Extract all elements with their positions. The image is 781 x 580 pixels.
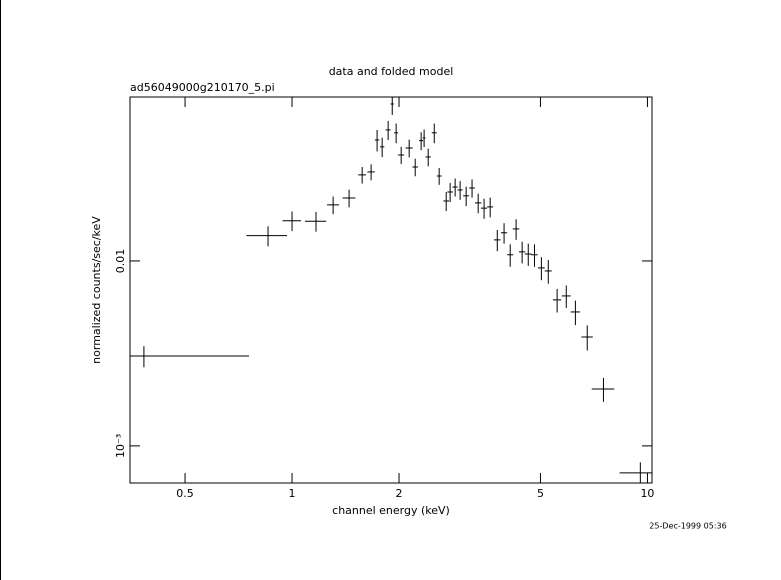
data-point xyxy=(394,123,399,144)
data-layer xyxy=(130,97,652,483)
data-point xyxy=(537,257,545,281)
data-point xyxy=(619,462,652,483)
data-point xyxy=(422,129,426,148)
data-point xyxy=(507,244,514,267)
data-point xyxy=(367,164,375,181)
data-point xyxy=(474,193,482,214)
data-point xyxy=(419,132,424,151)
data-point xyxy=(436,168,442,185)
data-point xyxy=(480,198,488,219)
data-point xyxy=(447,182,453,203)
x-axis-label: channel energy (keV) xyxy=(332,504,450,517)
data-point xyxy=(327,196,339,215)
data-point xyxy=(570,300,580,326)
data-point xyxy=(412,158,418,177)
data-point xyxy=(305,211,327,232)
data-point xyxy=(246,226,288,247)
data-point xyxy=(452,178,458,197)
data-point xyxy=(443,191,450,212)
x-tick-label: 1 xyxy=(289,487,296,500)
data-point xyxy=(561,285,571,308)
data-point xyxy=(390,97,394,115)
data-point xyxy=(379,137,385,158)
data-point xyxy=(518,241,526,264)
y-tick-label: 0.01 xyxy=(114,249,127,274)
x-tick-label: 10 xyxy=(640,487,654,500)
chart-subtitle: ad56049000g210170_5.pi xyxy=(130,81,275,94)
data-point xyxy=(487,197,494,218)
data-point xyxy=(512,219,520,240)
x-tick-label: 0.5 xyxy=(176,487,194,500)
timestamp: 25-Dec-1999 05:36 xyxy=(649,522,726,531)
data-point xyxy=(493,230,501,252)
x-tick-label: 5 xyxy=(537,487,544,500)
x-tick-label: 2 xyxy=(396,487,403,500)
data-point xyxy=(385,121,391,140)
data-point xyxy=(544,259,552,284)
data-point xyxy=(469,179,475,198)
data-point xyxy=(531,244,538,267)
y-tick-label: 10⁻³ xyxy=(114,434,127,458)
data-point xyxy=(500,223,508,244)
data-point xyxy=(358,167,367,184)
y-axis-label: normalized counts/sec/keV xyxy=(90,216,103,364)
data-point xyxy=(457,181,463,200)
data-point xyxy=(524,243,532,266)
data-point xyxy=(374,129,380,152)
data-point xyxy=(425,148,431,167)
plot-frame xyxy=(129,96,653,484)
data-point xyxy=(130,346,250,368)
data-point xyxy=(581,325,593,351)
data-point xyxy=(398,146,405,165)
data-point xyxy=(463,186,470,207)
data-point xyxy=(552,288,562,313)
chart-title: data and folded model xyxy=(329,65,454,78)
data-point xyxy=(282,211,302,232)
data-point xyxy=(591,377,615,402)
data-point xyxy=(431,123,437,144)
data-point xyxy=(342,189,356,208)
data-point xyxy=(405,139,413,158)
